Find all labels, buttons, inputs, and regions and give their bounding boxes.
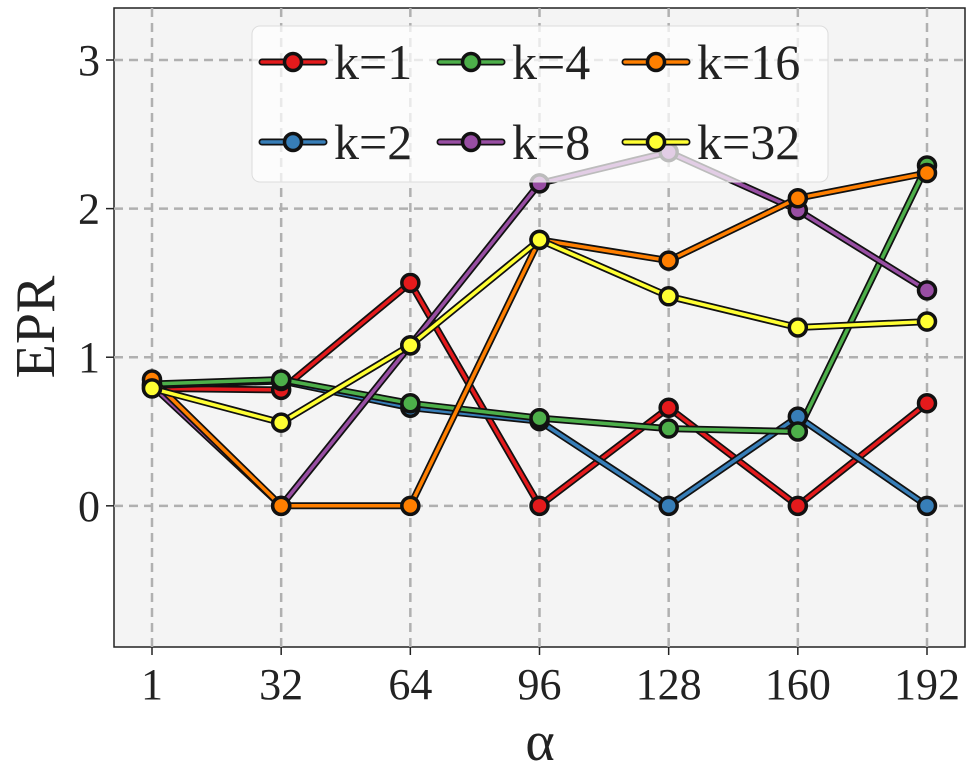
x-tick-label: 1 — [141, 660, 163, 709]
data-point — [658, 418, 679, 439]
legend-label: k=2 — [334, 114, 412, 170]
data-point — [400, 393, 421, 414]
legend-label: k=16 — [697, 34, 800, 90]
data-point — [141, 378, 163, 399]
x-tick-label: 64 — [388, 660, 432, 709]
legend-label: k=8 — [512, 114, 590, 170]
data-point — [400, 272, 421, 294]
y-tick-label: 0 — [78, 482, 100, 531]
x-tick-label: 32 — [259, 660, 303, 709]
data-point — [916, 393, 938, 414]
data-point — [270, 412, 292, 433]
data-point — [529, 407, 550, 429]
y-tick-label: 2 — [78, 185, 100, 234]
data-point — [916, 311, 938, 332]
x-tick-label: 128 — [636, 660, 702, 709]
data-point — [658, 397, 679, 418]
legend: k=1 k=2 k=4 k=8 k=16 k=32 — [251, 25, 829, 183]
data-point — [270, 369, 292, 390]
y-tick-labels: 0 1 2 3 — [78, 36, 100, 531]
legend-label: k=4 — [512, 34, 590, 90]
data-point — [400, 335, 421, 356]
y-axis-label: EPR — [5, 275, 67, 378]
legend-label: k=1 — [334, 34, 412, 90]
data-point — [787, 317, 809, 338]
data-point — [529, 229, 550, 251]
data-point — [787, 421, 809, 442]
x-tick-labels: 1 32 64 96 128 160 192 — [141, 660, 960, 709]
data-point — [529, 495, 550, 517]
data-point — [658, 250, 679, 271]
data-point — [400, 495, 421, 517]
series-points — [141, 141, 938, 517]
legend-marker — [645, 131, 667, 153]
x-tick-label: 96 — [518, 660, 562, 709]
legend-marker — [460, 51, 482, 73]
legend-label: k=32 — [697, 114, 800, 170]
data-point — [658, 286, 679, 307]
data-point — [787, 187, 809, 209]
legend-marker — [460, 131, 482, 153]
y-tick-label: 3 — [78, 36, 100, 85]
x-tick-label: 192 — [894, 660, 960, 709]
y-tick-label: 1 — [78, 333, 100, 382]
data-point — [916, 495, 938, 517]
data-point — [270, 495, 292, 517]
legend-marker — [282, 51, 304, 73]
x-axis-label: α — [525, 711, 554, 773]
data-point — [916, 162, 938, 184]
data-point — [658, 495, 679, 517]
data-point — [787, 495, 809, 517]
legend-marker — [282, 131, 304, 153]
x-tick-label: 160 — [765, 660, 831, 709]
data-point — [916, 280, 938, 301]
legend-marker — [645, 51, 667, 73]
